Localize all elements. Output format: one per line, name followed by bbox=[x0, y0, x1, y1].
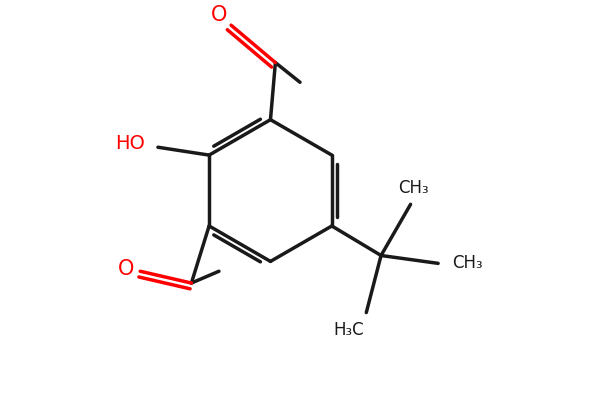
Text: O: O bbox=[211, 5, 227, 25]
Text: H₃C: H₃C bbox=[333, 321, 364, 339]
Text: HO: HO bbox=[115, 134, 145, 153]
Text: CH₃: CH₃ bbox=[452, 254, 483, 272]
Text: O: O bbox=[118, 259, 134, 279]
Text: CH₃: CH₃ bbox=[398, 178, 429, 196]
